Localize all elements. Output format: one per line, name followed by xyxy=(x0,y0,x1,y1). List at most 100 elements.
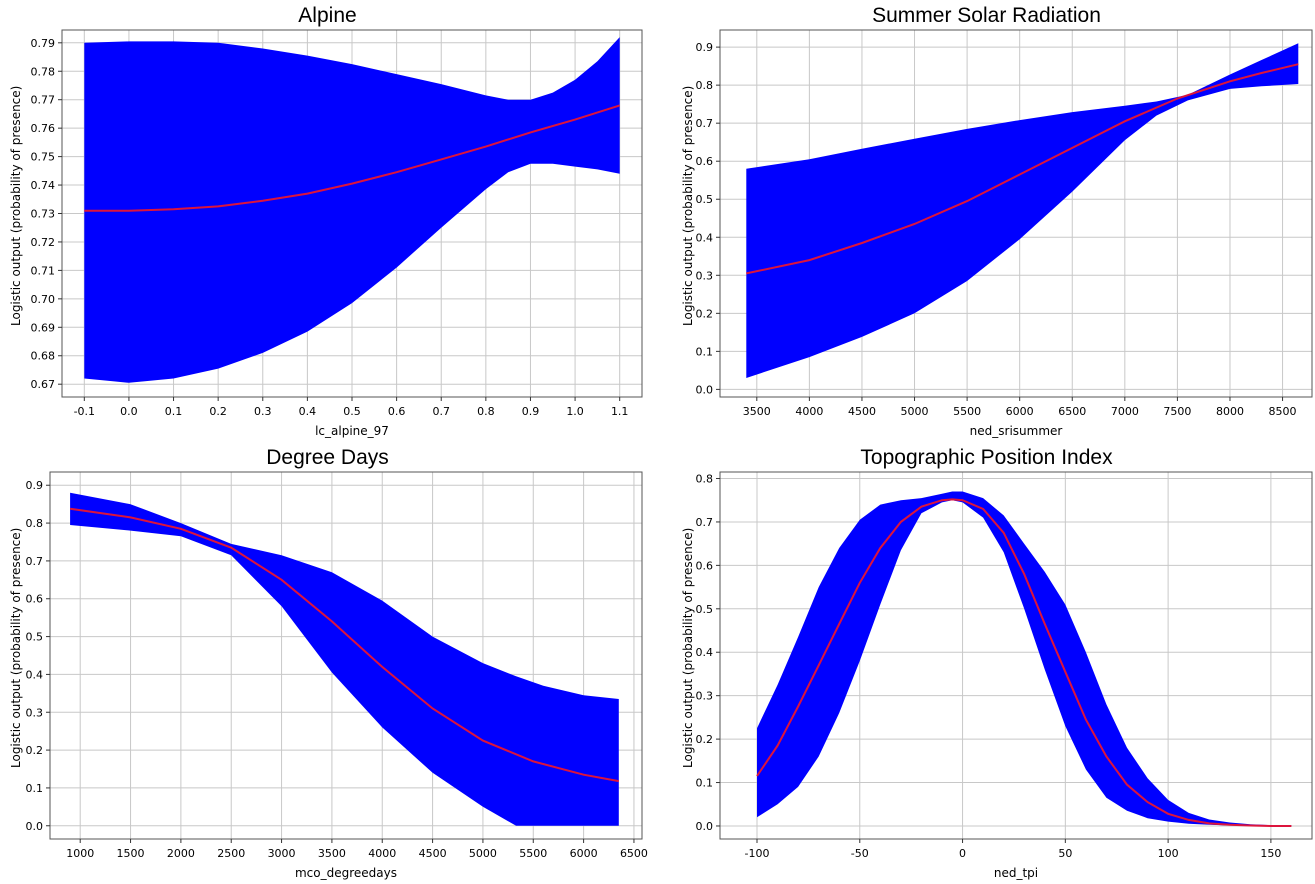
y-tick-label: 0.5 xyxy=(696,603,714,616)
chart-title: Summer Solar Radiation xyxy=(872,4,1101,27)
x-tick-label: -50 xyxy=(851,847,869,860)
y-tick-label: 0.72 xyxy=(31,236,56,249)
x-tick-label: 6000 xyxy=(1006,405,1034,418)
x-tick-label: -100 xyxy=(745,847,770,860)
y-tick-label: 0.6 xyxy=(26,593,44,606)
y-tick-label: 0.4 xyxy=(696,646,714,659)
y-tick-label: 0.7 xyxy=(26,555,44,568)
x-tick-label: 5500 xyxy=(953,405,981,418)
confidence-band xyxy=(84,37,620,383)
x-axis-label: ned_tpi xyxy=(993,866,1039,880)
x-tick-label: 3500 xyxy=(743,405,771,418)
x-tick-label: 100 xyxy=(1158,847,1179,860)
y-tick-label: 0.70 xyxy=(31,293,56,306)
y-axis-label: Logistic output (probability of presence… xyxy=(681,85,695,326)
x-tick-label: 0.0 xyxy=(120,405,138,418)
y-tick-label: 0.5 xyxy=(26,631,44,644)
x-tick-label: 5000 xyxy=(469,847,497,860)
plot-frame xyxy=(719,29,1313,398)
chart-panel-topographic-position-index: Topographic Position Index Logistic outp… xyxy=(658,442,1315,884)
y-tick-label: 0.1 xyxy=(696,345,714,358)
x-axis-label: ned_srisummer xyxy=(969,424,1063,438)
confidence-band xyxy=(70,492,619,826)
y-tick-label: 0.0 xyxy=(696,383,714,396)
x-tick-label: 0.5 xyxy=(343,405,361,418)
mean-response-line xyxy=(746,63,1299,275)
y-tick-label: 0.75 xyxy=(31,151,56,164)
x-tick-label: 4000 xyxy=(368,847,396,860)
x-tick-label: 0.2 xyxy=(209,405,227,418)
x-tick-label: 2000 xyxy=(167,847,195,860)
x-tick-label: 5000 xyxy=(901,405,929,418)
x-tick-label: 1.0 xyxy=(566,405,584,418)
y-tick-label: 0.8 xyxy=(696,79,714,92)
y-tick-label: 0.1 xyxy=(696,777,714,790)
y-tick-label: 0.8 xyxy=(696,473,714,486)
x-tick-label: 1000 xyxy=(66,847,94,860)
y-tick-label: 0.79 xyxy=(31,37,56,50)
y-axis-label: Logistic output (probability of presence… xyxy=(681,527,695,768)
y-tick-label: 0.7 xyxy=(696,516,714,529)
x-tick-label: 2500 xyxy=(217,847,245,860)
x-axis-label: lc_alpine_97 xyxy=(315,424,389,438)
chart-panel-degree-days: Degree Days Logistic output (probability… xyxy=(0,442,655,884)
mean-response-line xyxy=(756,498,1292,827)
chart-panel-summer-solar-radiation: Summer Solar Radiation Logistic output (… xyxy=(658,0,1315,442)
mean-response-line xyxy=(69,507,619,783)
y-tick-label: 0.9 xyxy=(696,41,714,54)
x-tick-label: 0.9 xyxy=(522,405,540,418)
y-tick-label: 0.3 xyxy=(696,690,714,703)
y-tick-label: 0.4 xyxy=(26,668,44,681)
y-tick-label: 0.2 xyxy=(696,733,714,746)
plot-area: 3500 4000 4500 5000 5500 6000 6500 7000 7500 8000… xyxy=(696,29,1313,418)
y-tick-label: 0.6 xyxy=(696,155,714,168)
chart-title: Degree Days xyxy=(266,446,389,469)
y-tick-label: 0.4 xyxy=(696,231,714,244)
y-tick-label: 0.2 xyxy=(26,744,44,757)
x-tick-label: 7500 xyxy=(1163,405,1191,418)
mean-response-line xyxy=(84,104,621,212)
confidence-band xyxy=(746,43,1299,379)
confidence-band xyxy=(757,491,1292,826)
y-tick-label: 0.0 xyxy=(696,820,714,833)
x-tick-label: 0.3 xyxy=(254,405,272,418)
x-tick-label: 3500 xyxy=(318,847,346,860)
x-tick-label: 6500 xyxy=(1058,405,1086,418)
x-tick-label: 0.7 xyxy=(432,405,450,418)
y-tick-label: 0.69 xyxy=(31,321,56,334)
x-tick-label: 0.1 xyxy=(165,405,183,418)
y-tick-label: 0.9 xyxy=(26,479,44,492)
y-tick-label: 0.3 xyxy=(696,269,714,282)
y-tick-label: 0.0 xyxy=(26,820,44,833)
y-tick-label: 0.76 xyxy=(31,122,56,135)
x-tick-label: 1500 xyxy=(117,847,145,860)
y-tick-label: 0.78 xyxy=(31,65,56,78)
y-tick-label: 0.1 xyxy=(26,782,44,795)
plot-area: 1000 1500 2000 2500 3000 3500 4000 4500 5000 5500… xyxy=(26,471,648,860)
y-tick-label: 0.74 xyxy=(31,179,56,192)
y-tick-label: 0.73 xyxy=(31,208,56,221)
x-tick-label: 1.1 xyxy=(611,405,629,418)
plot-frame xyxy=(719,471,1313,840)
x-tick-label: 150 xyxy=(1260,847,1281,860)
y-tick-label: 0.5 xyxy=(696,193,714,206)
x-tick-label: 4000 xyxy=(795,405,823,418)
x-tick-label: 0.4 xyxy=(299,405,317,418)
y-tick-label: 0.7 xyxy=(696,117,714,130)
x-tick-label: 0.6 xyxy=(388,405,406,418)
x-tick-label: 0.8 xyxy=(477,405,495,418)
y-tick-label: 0.71 xyxy=(31,264,56,277)
y-tick-label: 0.68 xyxy=(31,350,56,363)
x-tick-label: 7000 xyxy=(1111,405,1139,418)
x-tick-label: 6000 xyxy=(570,847,598,860)
chart-title: Alpine xyxy=(298,4,357,27)
y-tick-label: 0.6 xyxy=(696,559,714,572)
y-tick-label: 0.67 xyxy=(31,378,56,391)
y-tick-label: 0.77 xyxy=(31,94,56,107)
x-tick-label: 8500 xyxy=(1269,405,1297,418)
x-tick-label: 50 xyxy=(1058,847,1072,860)
x-tick-label: 5500 xyxy=(519,847,547,860)
plot-frame xyxy=(49,471,643,840)
x-axis-label: mco_degreedays xyxy=(294,866,397,880)
y-tick-label: 0.3 xyxy=(26,706,44,719)
